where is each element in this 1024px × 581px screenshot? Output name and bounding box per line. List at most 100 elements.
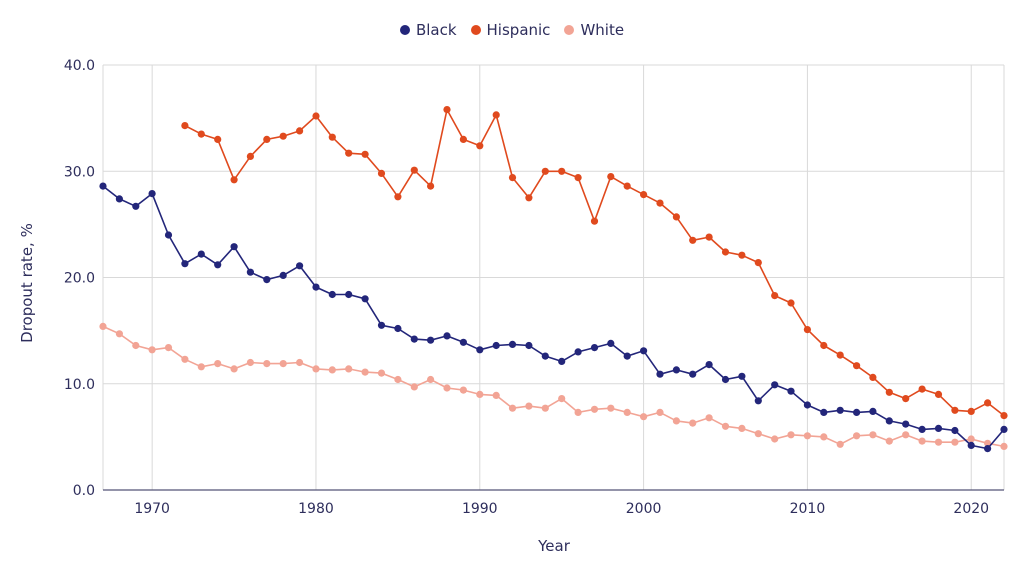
- data-point-white[interactable]: [640, 413, 648, 421]
- data-point-black[interactable]: [853, 408, 861, 416]
- legend-item-black[interactable]: Black: [399, 21, 457, 39]
- data-point-white[interactable]: [181, 355, 189, 363]
- data-point-black[interactable]: [754, 397, 762, 405]
- data-point-black[interactable]: [230, 243, 238, 251]
- data-point-white[interactable]: [967, 435, 975, 443]
- data-point-white[interactable]: [345, 365, 353, 373]
- data-point-white[interactable]: [623, 408, 631, 416]
- data-point-hispanic[interactable]: [902, 395, 910, 403]
- data-point-white[interactable]: [230, 365, 238, 373]
- data-point-white[interactable]: [754, 430, 762, 438]
- data-point-black[interactable]: [640, 347, 648, 355]
- legend-item-white[interactable]: White: [564, 21, 624, 39]
- data-point-white[interactable]: [492, 391, 500, 399]
- data-point-white[interactable]: [574, 408, 582, 416]
- data-point-hispanic[interactable]: [672, 213, 681, 221]
- data-point-black[interactable]: [1000, 425, 1008, 433]
- data-point-black[interactable]: [410, 335, 418, 343]
- data-point-black[interactable]: [296, 262, 304, 270]
- data-point-black[interactable]: [869, 407, 877, 415]
- data-point-black[interactable]: [394, 324, 402, 333]
- data-point-black[interactable]: [132, 202, 140, 210]
- data-point-hispanic[interactable]: [771, 292, 779, 300]
- data-point-black[interactable]: [164, 231, 173, 239]
- data-point-white[interactable]: [459, 386, 467, 394]
- data-point-hispanic[interactable]: [214, 135, 222, 143]
- data-point-white[interactable]: [361, 368, 369, 376]
- data-point-black[interactable]: [361, 295, 369, 303]
- data-point-black[interactable]: [459, 338, 467, 346]
- data-point-black[interactable]: [607, 339, 615, 347]
- data-point-white[interactable]: [836, 440, 844, 448]
- data-point-black[interactable]: [99, 182, 107, 190]
- data-point-black[interactable]: [279, 271, 287, 279]
- data-point-hispanic[interactable]: [459, 135, 467, 143]
- data-point-hispanic[interactable]: [590, 217, 599, 225]
- data-point-black[interactable]: [148, 190, 156, 198]
- data-point-black[interactable]: [312, 283, 320, 291]
- data-point-white[interactable]: [296, 358, 304, 367]
- data-point-black[interactable]: [656, 370, 664, 378]
- data-point-hispanic[interactable]: [754, 259, 762, 267]
- data-point-black[interactable]: [623, 352, 631, 360]
- data-point-black[interactable]: [492, 341, 500, 350]
- data-point-white[interactable]: [918, 437, 926, 445]
- data-point-white[interactable]: [869, 431, 877, 439]
- data-point-white[interactable]: [99, 322, 107, 330]
- data-point-white[interactable]: [803, 432, 812, 440]
- data-point-black[interactable]: [771, 381, 779, 389]
- data-point-white[interactable]: [607, 404, 615, 412]
- data-point-white[interactable]: [377, 369, 386, 377]
- data-point-white[interactable]: [902, 431, 910, 439]
- data-point-hispanic[interactable]: [934, 390, 943, 398]
- data-point-white[interactable]: [558, 395, 566, 403]
- data-point-white[interactable]: [328, 366, 336, 374]
- data-point-hispanic[interactable]: [836, 351, 844, 359]
- data-point-hispanic[interactable]: [803, 326, 812, 334]
- data-point-white[interactable]: [590, 405, 599, 413]
- data-point-hispanic[interactable]: [427, 182, 435, 190]
- data-point-black[interactable]: [443, 332, 451, 340]
- data-point-hispanic[interactable]: [410, 166, 418, 174]
- data-point-black[interactable]: [541, 352, 549, 360]
- data-point-hispanic[interactable]: [967, 407, 975, 415]
- data-point-white[interactable]: [787, 431, 795, 439]
- data-point-hispanic[interactable]: [394, 193, 402, 201]
- data-point-white[interactable]: [705, 414, 713, 422]
- data-point-black[interactable]: [934, 424, 943, 432]
- data-point-hispanic[interactable]: [443, 106, 451, 114]
- data-point-white[interactable]: [197, 363, 205, 371]
- data-point-white[interactable]: [984, 439, 992, 447]
- data-point-hispanic[interactable]: [377, 169, 386, 177]
- data-point-hispanic[interactable]: [869, 373, 877, 381]
- data-point-hispanic[interactable]: [689, 236, 697, 244]
- data-point-hispanic[interactable]: [328, 133, 336, 141]
- data-point-white[interactable]: [853, 432, 861, 440]
- data-point-hispanic[interactable]: [705, 233, 713, 241]
- data-point-black[interactable]: [820, 408, 828, 416]
- data-point-black[interactable]: [951, 426, 959, 435]
- data-point-hispanic[interactable]: [656, 199, 664, 207]
- data-point-black[interactable]: [738, 372, 746, 380]
- data-point-white[interactable]: [132, 341, 140, 350]
- data-point-hispanic[interactable]: [246, 152, 254, 160]
- data-point-white[interactable]: [214, 360, 222, 368]
- data-point-white[interactable]: [672, 417, 681, 425]
- data-point-white[interactable]: [410, 383, 418, 391]
- data-point-hispanic[interactable]: [361, 150, 369, 158]
- data-point-black[interactable]: [574, 348, 582, 356]
- data-point-hispanic[interactable]: [296, 127, 304, 135]
- data-point-hispanic[interactable]: [984, 399, 992, 407]
- data-point-black[interactable]: [836, 406, 844, 414]
- data-point-hispanic[interactable]: [541, 167, 549, 175]
- data-point-black[interactable]: [705, 361, 713, 369]
- data-point-hispanic[interactable]: [345, 149, 353, 157]
- data-point-black[interactable]: [918, 425, 926, 433]
- data-point-black[interactable]: [328, 290, 336, 299]
- data-point-black[interactable]: [115, 195, 123, 203]
- data-point-white[interactable]: [443, 384, 451, 392]
- data-point-black[interactable]: [181, 260, 189, 268]
- data-point-white[interactable]: [525, 402, 533, 410]
- data-point-hispanic[interactable]: [623, 182, 631, 190]
- legend-item-hispanic[interactable]: Hispanic: [470, 21, 550, 39]
